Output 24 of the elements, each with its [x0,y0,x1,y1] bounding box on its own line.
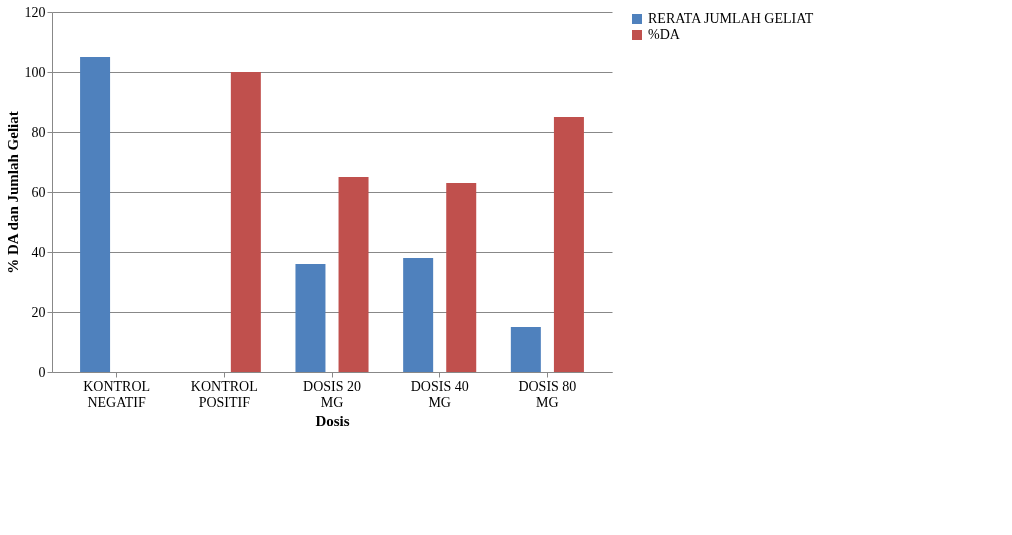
bar [80,57,111,372]
y-tick-label: 100 [24,64,46,80]
bar [446,183,477,372]
bar [403,258,434,372]
x-tick-label: KONTROL POSITIF [190,378,258,410]
bar [295,264,326,372]
y-tick-label: 80 [31,124,46,140]
bar [230,72,261,372]
x-tick-label: DOSIS 40 MG [410,378,469,410]
y-tick-label: 20 [31,304,46,320]
y-tick-label: 0 [38,364,46,380]
bar [338,177,369,372]
x-axis-title: Dosis [315,412,350,429]
y-tick-label: 40 [31,244,46,260]
legend-label: %DA [648,27,681,42]
y-axis-title: % DA dan Jumlah Geliat [4,111,21,274]
x-tick-label: KONTROL NEGATIF [83,378,151,410]
y-tick-label: 120 [24,4,46,20]
bar [510,327,541,372]
legend-label: RERATA JUMLAH GELIAT [648,11,814,26]
x-tick-label: DOSIS 80 MG [518,378,577,410]
y-tick-label: 60 [31,184,46,200]
bar [553,117,584,372]
x-tick-label: DOSIS 20 MG [303,378,361,410]
